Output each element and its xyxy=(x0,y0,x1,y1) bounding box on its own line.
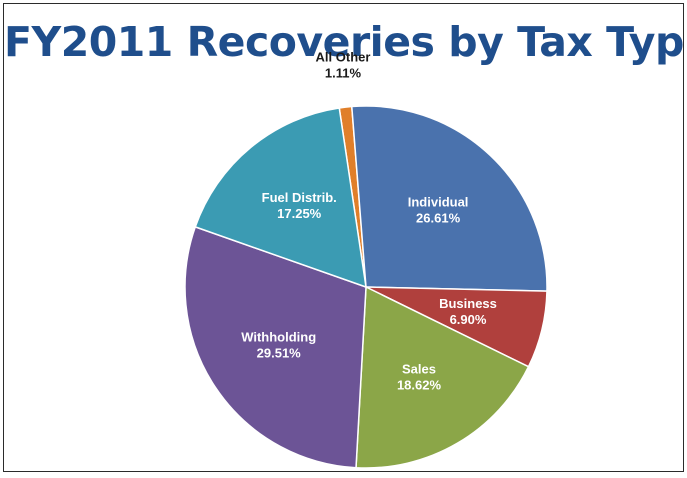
slide: FY2011 Recoveries by Tax Type All Other 1… xyxy=(3,3,684,472)
slice-name-sales: Sales xyxy=(402,362,436,377)
slice-name-withholding: Withholding xyxy=(241,329,316,344)
slice-name-business: Business xyxy=(439,296,497,311)
slice-name-individual: Individual xyxy=(408,195,469,210)
slice-name-all-other: All Other xyxy=(316,49,371,64)
pie-slice-sales xyxy=(355,285,530,469)
slice-value-business: 6.90% xyxy=(450,312,487,327)
pie-slice-individual xyxy=(350,105,548,292)
chart-title: FY2011 Recoveries by Tax Type xyxy=(4,18,684,66)
slice-value-all-other: 1.11% xyxy=(325,65,362,80)
slice-value-fuel-distrib: 17.25% xyxy=(277,206,322,221)
pie-slice-fuel-distrib xyxy=(194,107,367,289)
slice-value-withholding: 29.51% xyxy=(257,345,302,360)
slice-name-fuel-distrib: Fuel Distrib. xyxy=(262,190,337,205)
pie-slice-withholding xyxy=(184,225,367,469)
slice-value-individual: 26.61% xyxy=(416,211,461,226)
slice-value-sales: 18.62% xyxy=(397,378,442,393)
